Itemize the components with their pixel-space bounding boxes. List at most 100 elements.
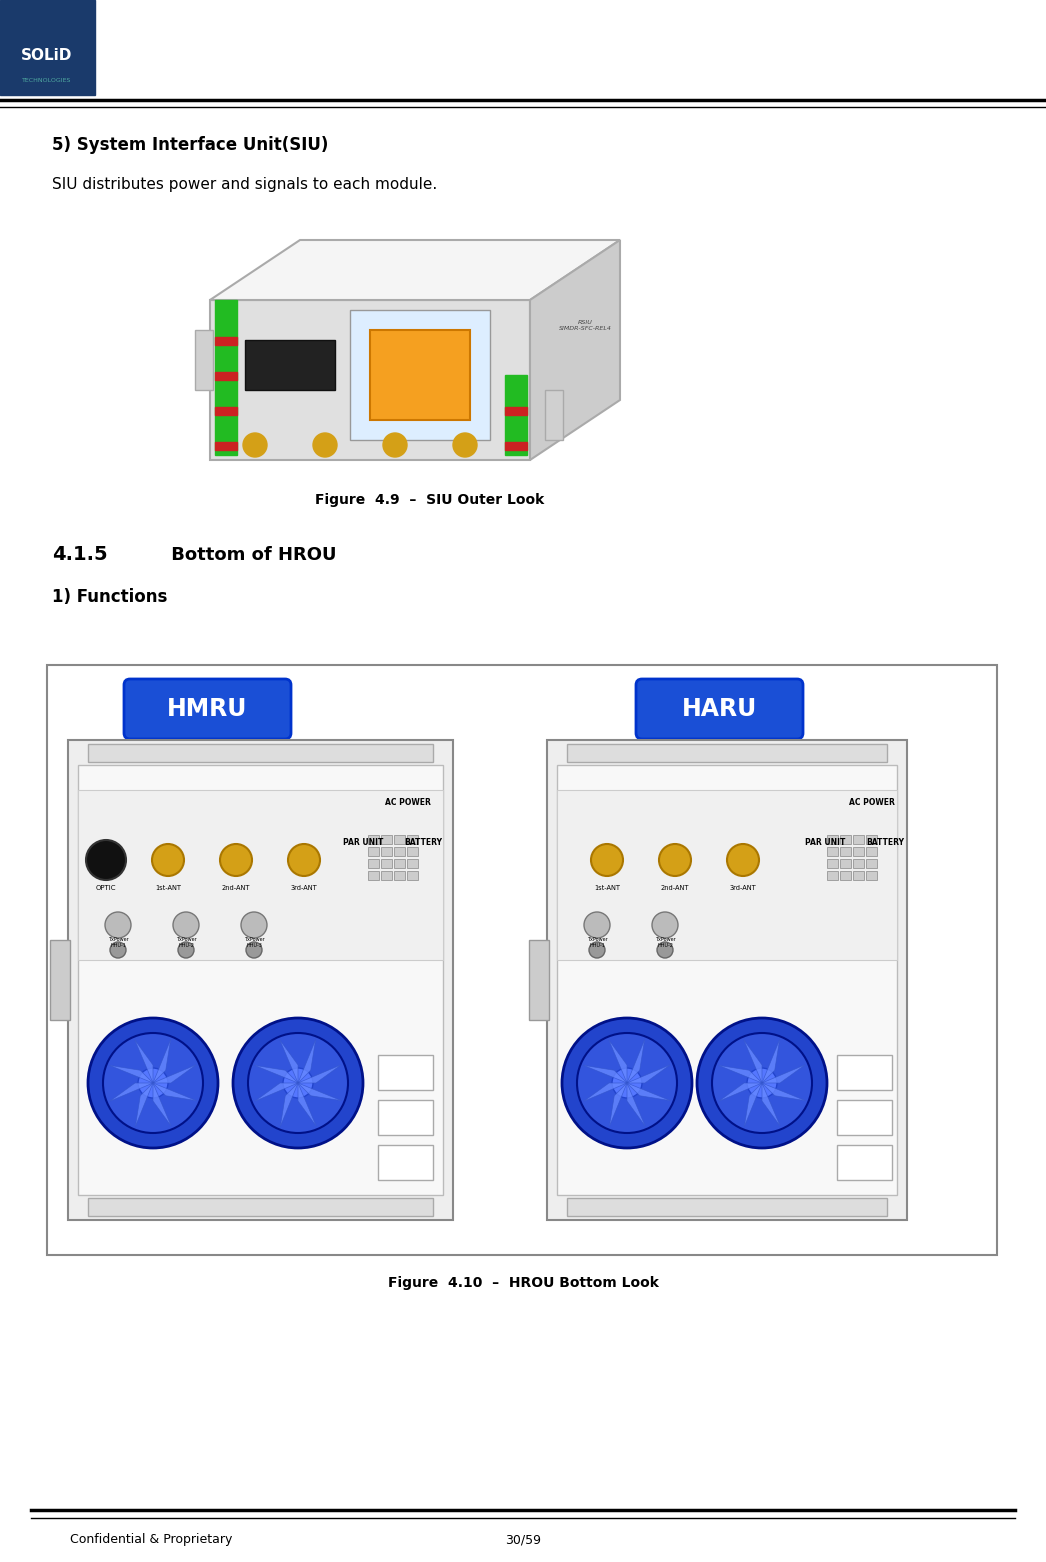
Bar [567, 744, 887, 762]
Polygon shape [135, 1082, 153, 1126]
Text: TxPower
HHU-3: TxPower HHU-3 [244, 937, 265, 948]
Text: Bottom of HROU: Bottom of HROU [140, 547, 337, 564]
Bar [370, 330, 470, 420]
Circle shape [577, 1032, 677, 1132]
Bar [827, 847, 838, 856]
Text: 3rd-ANT: 3rd-ANT [730, 886, 756, 890]
Circle shape [88, 1018, 218, 1148]
Polygon shape [584, 1082, 627, 1101]
Polygon shape [761, 1039, 779, 1082]
Circle shape [138, 1068, 168, 1098]
Circle shape [220, 843, 252, 876]
Bar [215, 372, 237, 380]
Polygon shape [279, 1040, 298, 1082]
Circle shape [248, 1032, 348, 1132]
Polygon shape [627, 1039, 644, 1082]
Polygon shape [153, 1065, 197, 1082]
Bar [245, 341, 335, 390]
Text: RSIU
SIMDR-SFC-REL4: RSIU SIMDR-SFC-REL4 [559, 320, 612, 331]
Bar [215, 300, 237, 455]
Bar [840, 872, 851, 879]
Bar [394, 836, 405, 843]
Text: HMRU: HMRU [167, 697, 248, 722]
Polygon shape [530, 241, 620, 459]
Bar [381, 872, 392, 879]
Polygon shape [255, 1082, 298, 1101]
Text: 3rd-ANT: 3rd-ANT [291, 886, 317, 890]
FancyBboxPatch shape [124, 679, 291, 739]
Bar [0, 0, 95, 95]
Bar [407, 836, 418, 843]
Text: TxPower
HHU-2: TxPower HHU-2 [655, 937, 676, 948]
Polygon shape [719, 1082, 761, 1101]
Circle shape [659, 843, 691, 876]
Bar [195, 330, 213, 390]
Circle shape [657, 942, 673, 958]
Circle shape [589, 942, 605, 958]
Polygon shape [110, 1082, 153, 1101]
Bar [407, 872, 418, 879]
Bar [68, 740, 453, 1220]
Circle shape [712, 1032, 812, 1132]
Text: HARU: HARU [682, 697, 757, 722]
Circle shape [313, 433, 337, 458]
Bar [394, 859, 405, 868]
Bar [837, 1054, 892, 1090]
Polygon shape [745, 1082, 761, 1126]
Circle shape [697, 1018, 827, 1148]
Bar [407, 847, 418, 856]
Bar [368, 836, 379, 843]
Circle shape [110, 942, 126, 958]
Bar [215, 408, 237, 415]
Bar [827, 872, 838, 879]
Text: BATTERY: BATTERY [404, 837, 442, 847]
Circle shape [173, 912, 199, 939]
Bar [505, 408, 527, 415]
Bar [50, 940, 70, 1020]
Bar [840, 859, 851, 868]
Bar [558, 790, 897, 961]
Circle shape [584, 912, 610, 939]
Bar [78, 765, 444, 1195]
Circle shape [612, 1068, 642, 1098]
Polygon shape [210, 241, 620, 300]
Bar [78, 790, 444, 961]
Bar [866, 859, 877, 868]
Bar [866, 847, 877, 856]
Circle shape [453, 433, 477, 458]
Circle shape [246, 942, 262, 958]
Circle shape [383, 433, 407, 458]
Polygon shape [627, 1082, 670, 1101]
Circle shape [241, 912, 267, 939]
Bar [215, 337, 237, 345]
Bar [558, 765, 897, 1195]
Circle shape [105, 912, 131, 939]
Polygon shape [298, 1082, 342, 1101]
Bar [837, 1145, 892, 1179]
Bar [47, 665, 997, 1254]
Polygon shape [110, 1065, 153, 1082]
Text: 1st-ANT: 1st-ANT [594, 886, 620, 890]
Polygon shape [761, 1082, 805, 1101]
Bar [368, 872, 379, 879]
Bar [381, 836, 392, 843]
Circle shape [243, 433, 267, 458]
Polygon shape [298, 1082, 316, 1126]
Polygon shape [719, 1065, 761, 1082]
Bar [407, 859, 418, 868]
Text: 1) Functions: 1) Functions [52, 587, 167, 606]
Polygon shape [761, 1065, 805, 1082]
Bar [381, 847, 392, 856]
Circle shape [288, 843, 320, 876]
Circle shape [591, 843, 623, 876]
Bar [852, 872, 864, 879]
Text: Figure  4.9  –  SIU Outer Look: Figure 4.9 – SIU Outer Look [316, 494, 545, 508]
Text: PAR UNIT: PAR UNIT [343, 837, 383, 847]
Polygon shape [298, 1065, 341, 1082]
FancyBboxPatch shape [636, 679, 803, 739]
Circle shape [178, 942, 194, 958]
Bar [378, 1100, 433, 1136]
Text: AC POWER: AC POWER [849, 798, 895, 808]
Polygon shape [210, 300, 530, 459]
Bar [350, 309, 490, 440]
